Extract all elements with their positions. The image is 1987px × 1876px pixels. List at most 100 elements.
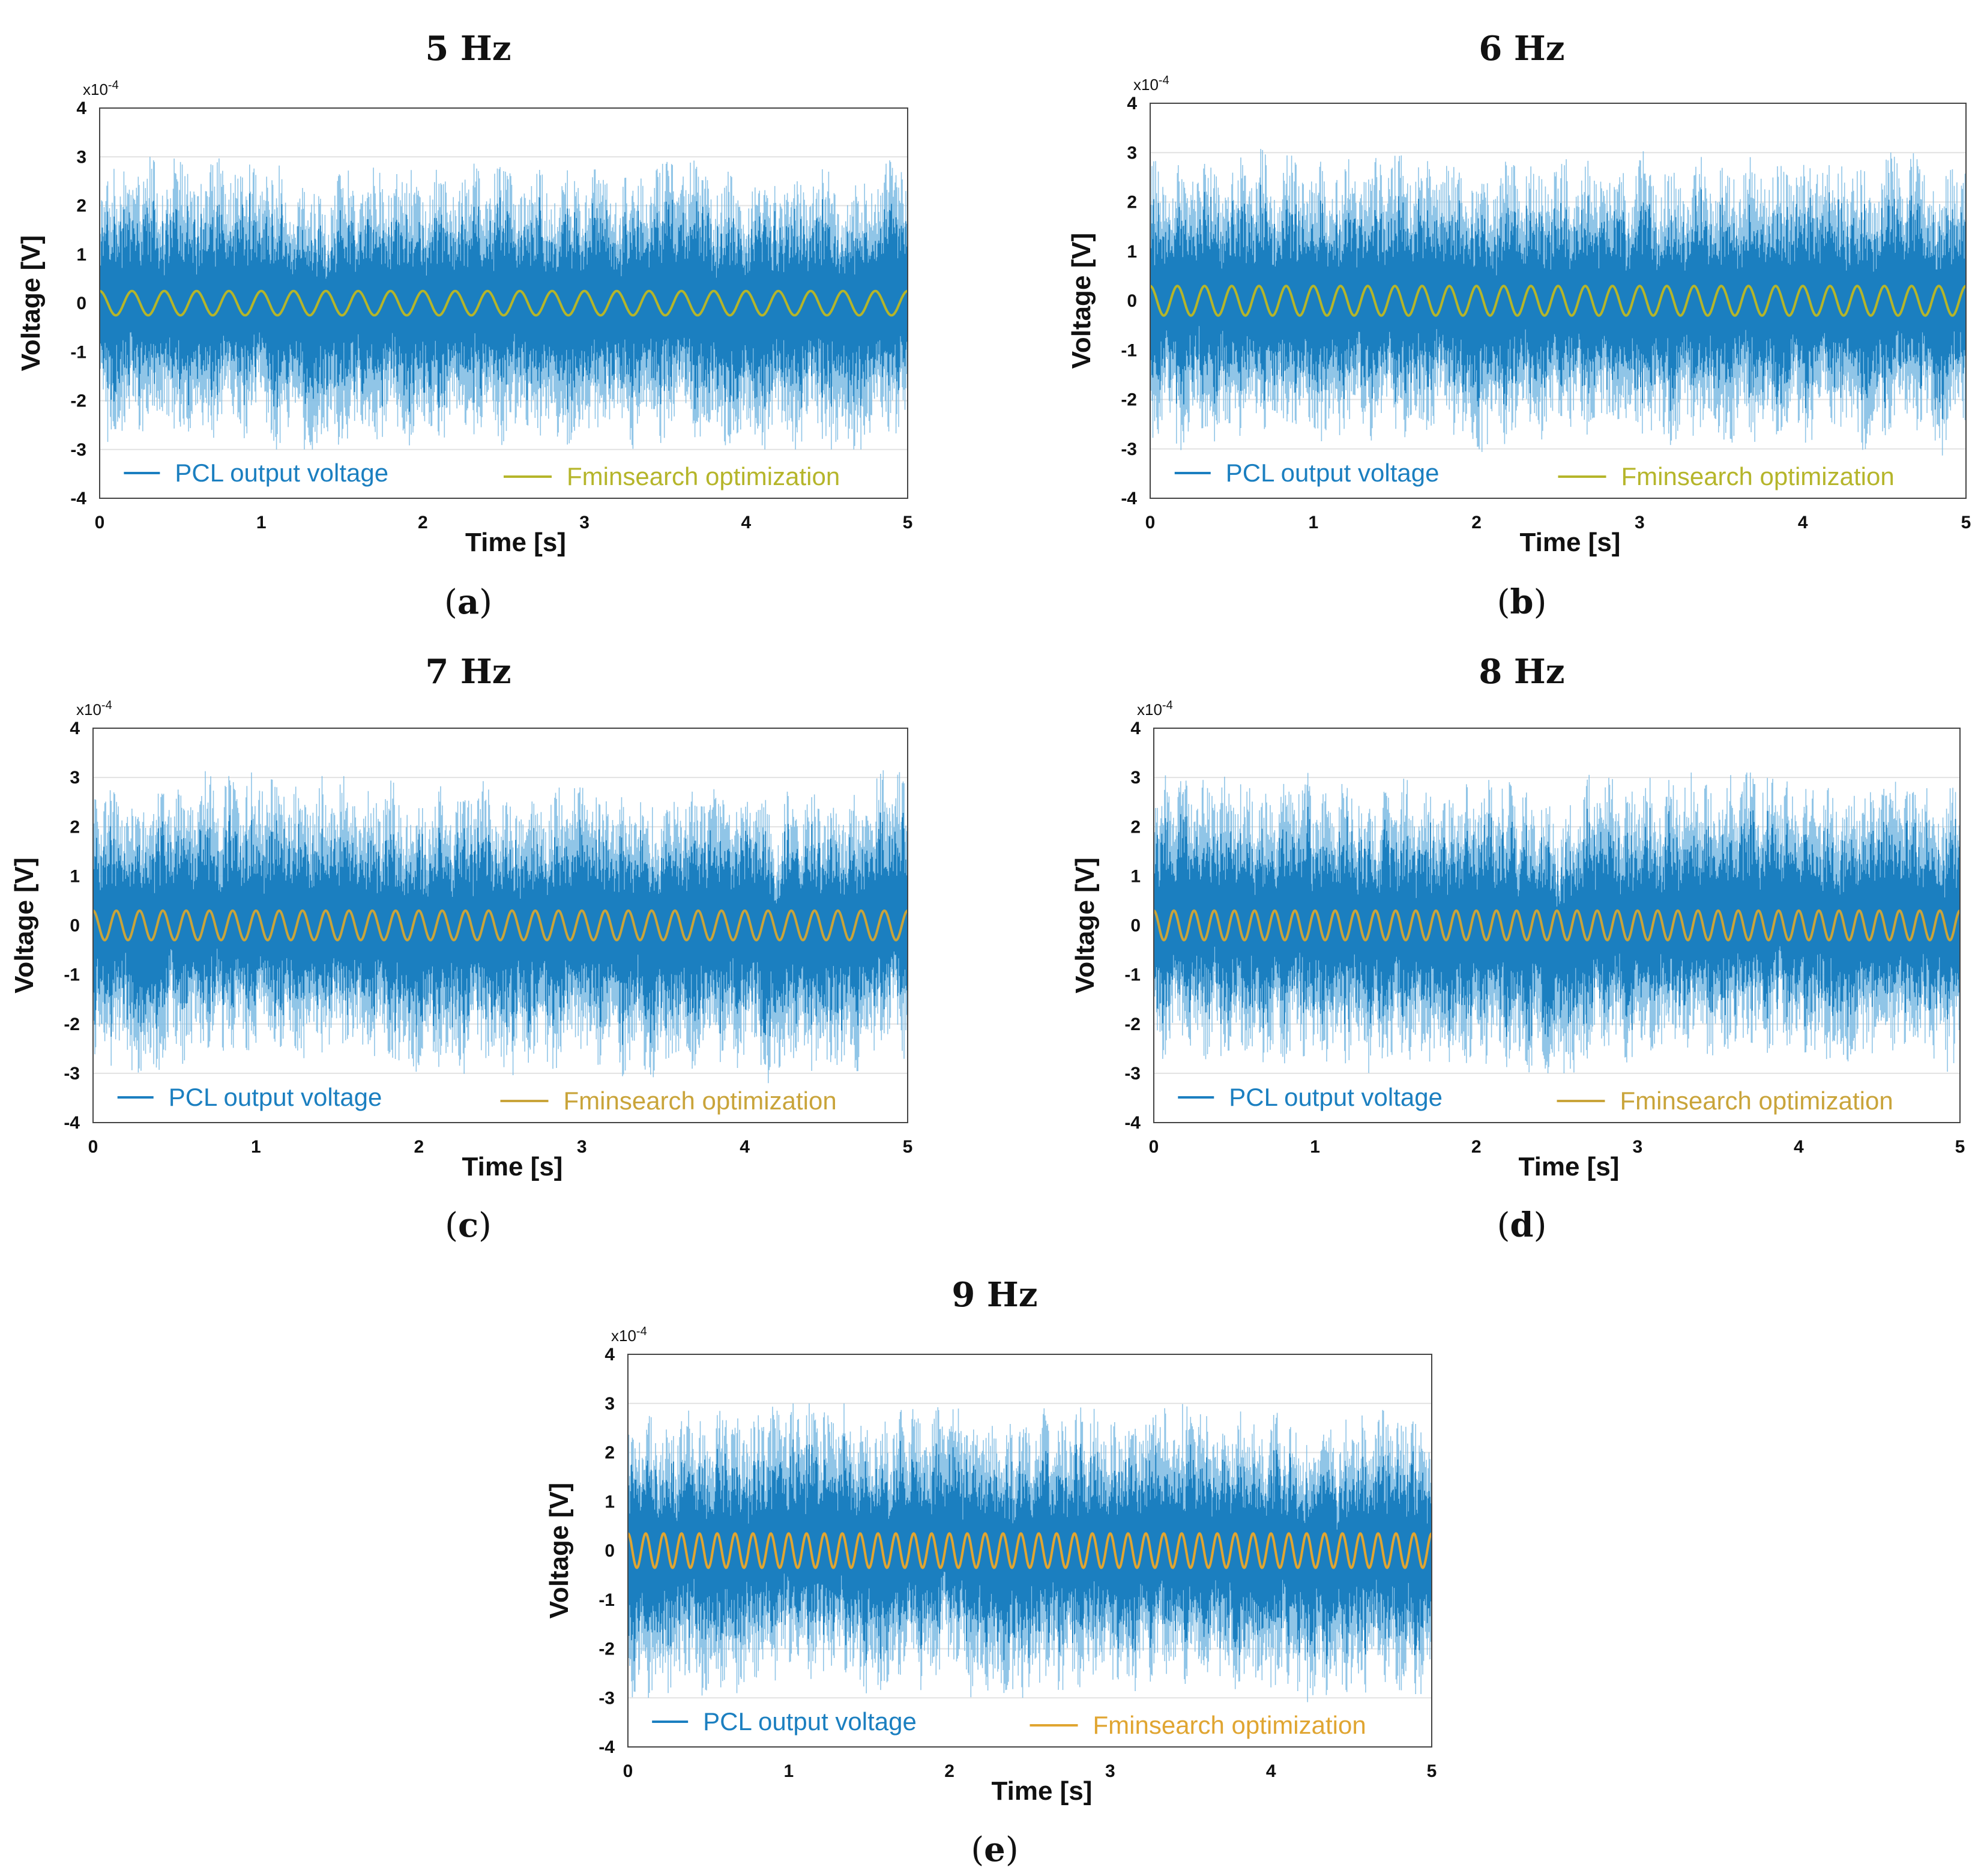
chart-panel-b: 6 Hz 4 3 2 1 0 -1 -2 -3 -4 0 1 2 3 4 5 x10-4 Time [s] Volt…	[1067, 29, 1971, 622]
legend-label-fminsearch: Fminsearch optimization	[564, 1087, 837, 1115]
y-tick-label: 1	[70, 866, 80, 886]
x-tick-label: 5	[1955, 1137, 1965, 1157]
x-tick-label: 3	[1632, 1137, 1642, 1157]
y-tick-label: 0	[1127, 291, 1137, 311]
x-tick-label: 2	[1471, 513, 1482, 532]
legend-label-pcl: PCL output voltage	[169, 1083, 382, 1111]
y-axis-label: Voltage [V]	[10, 857, 39, 994]
x-axis-label: Time [s]	[1520, 528, 1621, 557]
x-tick-label: 0	[623, 1761, 633, 1781]
x-tick-label: 5	[1427, 1761, 1437, 1781]
y-tick-label: 4	[76, 98, 86, 118]
chart-title: 8 Hz	[1479, 652, 1564, 692]
y-tick-label: -2	[599, 1639, 615, 1659]
y-tick-label: -1	[599, 1590, 615, 1610]
x-axis-label: Time [s]	[462, 1152, 563, 1181]
y-tick-label: 2	[1127, 193, 1137, 213]
y-tick-label: -3	[599, 1688, 615, 1708]
series-fminsearch-optimization	[92, 909, 908, 942]
plot-frame	[92, 728, 908, 1123]
x-tick-label: 2	[944, 1761, 954, 1781]
x-axis-label: Time [s]	[1519, 1152, 1620, 1181]
y-exponent-label: x10-4	[1133, 74, 1169, 94]
y-tick-label: 3	[70, 768, 80, 788]
y-tick-label: -4	[1121, 489, 1137, 508]
chart-title: 6 Hz	[1479, 29, 1564, 68]
legend-label-fminsearch: Fminsearch optimization	[1621, 462, 1895, 490]
y-tick-label: 2	[1130, 817, 1141, 837]
series-fminsearch-optimization	[1153, 909, 1961, 942]
x-tick-label: 0	[88, 1137, 98, 1157]
x-tick-label: 0	[95, 513, 105, 532]
x-tick-label: 4	[1794, 1137, 1804, 1157]
plot-frame	[1153, 728, 1961, 1123]
y-tick-label: -4	[599, 1737, 615, 1757]
y-tick-label: -1	[1121, 340, 1137, 360]
x-tick-label: 3	[1635, 513, 1645, 532]
chart-title: 5 Hz	[425, 29, 511, 68]
y-tick-label: 0	[76, 294, 86, 313]
plot-frame	[1150, 103, 1967, 499]
y-exponent-label: x10-4	[611, 1325, 647, 1345]
y-tick-label: 1	[1127, 242, 1137, 262]
y-axis-label: Voltage [V]	[544, 1483, 574, 1619]
x-tick-label: 3	[1105, 1761, 1115, 1781]
y-tick-label: 1	[605, 1492, 615, 1512]
y-tick-label: 4	[1127, 94, 1137, 113]
x-tick-label: 2	[418, 513, 428, 532]
x-tick-label: 5	[903, 1137, 913, 1157]
x-tick-label: 3	[579, 513, 589, 532]
plot-frame	[627, 1354, 1432, 1748]
y-tick-label: -4	[1124, 1113, 1141, 1133]
x-tick-label: 4	[1798, 513, 1808, 532]
panel-caption: (a)	[444, 582, 492, 622]
y-exponent-label: x10-4	[83, 79, 119, 98]
x-tick-label: 4	[1266, 1761, 1276, 1781]
legend-label-fminsearch: Fminsearch optimization	[567, 462, 840, 490]
y-tick-label: -2	[64, 1015, 80, 1034]
y-tick-label: 4	[605, 1345, 615, 1365]
x-tick-label: 0	[1145, 513, 1156, 532]
y-axis-label: Voltage [V]	[16, 235, 46, 372]
legend-label-pcl: PCL output voltage	[1226, 459, 1440, 487]
y-tick-label: 0	[70, 916, 80, 936]
chart-title: 7 Hz	[425, 652, 511, 692]
y-tick-label: 3	[1127, 143, 1137, 163]
y-tick-label: -3	[1121, 439, 1137, 459]
y-tick-label: -2	[1121, 390, 1137, 410]
chart-panel-e: 9 Hz 4 3 2 1 0 -1 -2 -3 -4 0 1 2 3 4 5 x10-4 Time [s] Volt…	[544, 1275, 1437, 1869]
x-tick-label: 2	[1471, 1137, 1482, 1157]
y-tick-label: 4	[1130, 719, 1141, 738]
chart-panel-c: 7 Hz 4 3 2 1 0 -1 -2 -3 -4 0 1 2 3 4 5 x10-4 Time [s] Volt…	[10, 652, 912, 1245]
chart-panel-d: 8 Hz 4 3 2 1 0 -1 -2 -3 -4 0 1 2 3 4 5 x10-4 Time [s] Volt…	[1070, 652, 1965, 1245]
legend-label-pcl: PCL output voltage	[175, 459, 388, 487]
series-fminsearch-optimization	[99, 289, 908, 317]
legend-label-pcl: PCL output voltage	[1229, 1083, 1443, 1111]
y-axis-label: Voltage [V]	[1070, 857, 1100, 994]
x-tick-label: 1	[783, 1761, 794, 1781]
x-tick-label: 4	[740, 1137, 750, 1157]
y-tick-label: 1	[1130, 866, 1141, 886]
y-tick-label: 2	[605, 1443, 615, 1463]
y-tick-label: 3	[1130, 768, 1141, 788]
x-tick-label: 3	[577, 1137, 587, 1157]
legend-label-fminsearch: Fminsearch optimization	[1620, 1087, 1893, 1115]
y-tick-label: 4	[70, 719, 80, 738]
y-tick-label: 2	[76, 196, 86, 216]
y-tick-label: -3	[70, 440, 86, 460]
legend-label-pcl: PCL output voltage	[703, 1707, 917, 1736]
y-tick-label: -2	[70, 391, 86, 411]
y-tick-label: 1	[76, 245, 86, 265]
y-tick-label: 2	[70, 817, 80, 837]
x-tick-label: 0	[1149, 1137, 1159, 1157]
y-exponent-label: x10-4	[1137, 699, 1173, 719]
chart-title: 9 Hz	[951, 1275, 1037, 1315]
y-tick-label: -4	[64, 1113, 80, 1133]
x-tick-label: 1	[1308, 513, 1318, 532]
y-axis-label: Voltage [V]	[1067, 233, 1096, 369]
chart-panel-a: 5 Hz 4 3 2 1 0 -1 -2 -3 -4 0 1 2 3 4 5 x10-4 Time [s] Volt…	[16, 29, 912, 622]
x-tick-label: 5	[1961, 513, 1971, 532]
y-tick-label: 3	[76, 147, 86, 167]
x-tick-label: 2	[414, 1137, 424, 1157]
legend-label-fminsearch: Fminsearch optimization	[1093, 1711, 1366, 1739]
